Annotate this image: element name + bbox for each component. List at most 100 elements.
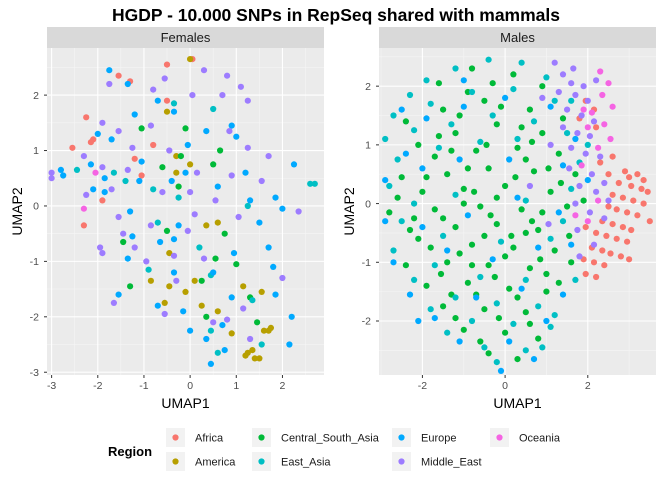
point-middle-east bbox=[226, 128, 233, 135]
point-africa bbox=[628, 182, 635, 190]
point-middle-east bbox=[576, 182, 583, 190]
x-tick-label: -2 bbox=[418, 380, 427, 392]
legend-swatch bbox=[258, 434, 265, 441]
point-east-asia bbox=[170, 100, 178, 107]
point-europe bbox=[506, 338, 513, 345]
point-east-asia bbox=[411, 276, 418, 283]
point-europe bbox=[265, 244, 272, 251]
point-europe bbox=[398, 106, 405, 113]
point-america bbox=[251, 355, 258, 362]
point-middle-east bbox=[559, 124, 567, 131]
point-east-asia bbox=[427, 306, 434, 313]
point-middle-east bbox=[240, 305, 247, 312]
point-europe bbox=[270, 263, 277, 270]
legend-swatch bbox=[172, 458, 179, 465]
point-middle-east bbox=[161, 310, 168, 318]
point-europe bbox=[535, 244, 542, 251]
point-middle-east bbox=[97, 244, 104, 251]
x-tick-label: 0 bbox=[187, 380, 193, 392]
point-central-south-asia bbox=[481, 232, 488, 239]
point-central-south-asia bbox=[510, 71, 517, 78]
point-central-south-asia bbox=[423, 282, 430, 289]
point-central-south-asia bbox=[495, 315, 502, 322]
point-central-south-asia bbox=[460, 200, 467, 207]
point-america bbox=[191, 277, 198, 284]
point-africa bbox=[607, 250, 614, 257]
point-middle-east bbox=[191, 211, 198, 218]
point-central-south-asia bbox=[526, 320, 534, 327]
point-europe bbox=[406, 291, 414, 298]
legend-label: Oceania bbox=[519, 433, 561, 445]
x-axis-title: UMAP1 bbox=[493, 395, 541, 411]
point-middle-east bbox=[193, 169, 201, 176]
point-middle-east bbox=[601, 215, 608, 222]
point-africa bbox=[582, 224, 589, 231]
point-europe bbox=[187, 327, 194, 334]
point-africa bbox=[599, 247, 606, 254]
legend-label: Africa bbox=[195, 433, 224, 445]
point-middle-east bbox=[590, 241, 598, 248]
point-central-south-asia bbox=[254, 319, 261, 326]
point-europe bbox=[60, 172, 67, 179]
point-middle-east bbox=[580, 83, 587, 90]
point-central-south-asia bbox=[543, 288, 550, 295]
legend-item-oceania: Oceania bbox=[490, 428, 561, 447]
point-europe bbox=[108, 136, 115, 143]
point-africa bbox=[621, 168, 629, 175]
point-africa bbox=[613, 206, 620, 213]
point-africa bbox=[617, 253, 625, 260]
point-central-south-asia bbox=[175, 183, 182, 190]
point-central-south-asia bbox=[452, 224, 459, 231]
point-central-south-asia bbox=[233, 261, 240, 268]
point-east-asia bbox=[394, 156, 401, 163]
point-middle-east bbox=[212, 197, 219, 204]
point-east-asia bbox=[485, 56, 492, 63]
point-middle-east bbox=[574, 130, 581, 137]
point-east-asia bbox=[110, 169, 117, 176]
point-central-south-asia bbox=[526, 265, 534, 272]
point-europe bbox=[233, 133, 240, 140]
point-europe bbox=[203, 128, 210, 135]
point-east-asia bbox=[386, 182, 393, 190]
point-middle-east bbox=[187, 189, 194, 196]
point-africa bbox=[624, 209, 631, 216]
point-europe bbox=[497, 367, 505, 374]
point-east-asia bbox=[551, 312, 558, 319]
point-america bbox=[265, 327, 272, 334]
point-central-south-asia bbox=[217, 147, 224, 154]
point-oceania bbox=[595, 197, 602, 204]
point-east-asia bbox=[584, 141, 591, 148]
point-central-south-asia bbox=[528, 138, 536, 145]
point-middle-east bbox=[224, 72, 231, 79]
point-central-south-asia bbox=[182, 125, 189, 132]
point-africa bbox=[626, 256, 633, 263]
point-central-south-asia bbox=[402, 262, 409, 269]
point-central-south-asia bbox=[468, 262, 476, 269]
point-oceania bbox=[609, 103, 616, 110]
point-east-asia bbox=[468, 88, 476, 96]
point-europe bbox=[210, 269, 217, 276]
point-east-asia bbox=[547, 235, 554, 242]
point-east-asia bbox=[411, 200, 418, 207]
point-europe bbox=[419, 165, 426, 172]
point-europe bbox=[286, 341, 293, 348]
point-middle-east bbox=[150, 86, 157, 93]
point-central-south-asia bbox=[485, 262, 492, 269]
point-africa bbox=[609, 153, 616, 160]
point-central-south-asia bbox=[203, 313, 210, 320]
point-europe bbox=[506, 156, 513, 163]
point-europe bbox=[124, 255, 131, 262]
legend: Region Africa America Central_South_Asia Ea… bbox=[108, 428, 561, 471]
point-middle-east bbox=[559, 71, 567, 78]
point-east-asia bbox=[522, 347, 529, 354]
point-middle-east bbox=[244, 144, 251, 151]
point-africa bbox=[619, 194, 627, 201]
point-central-south-asia bbox=[464, 165, 471, 172]
point-africa bbox=[163, 61, 171, 68]
legend-swatch bbox=[172, 434, 179, 441]
point-east-asia bbox=[477, 273, 484, 281]
point-central-south-asia bbox=[493, 121, 500, 128]
point-europe bbox=[228, 294, 235, 301]
point-east-asia bbox=[493, 300, 500, 307]
point-europe bbox=[473, 294, 480, 301]
